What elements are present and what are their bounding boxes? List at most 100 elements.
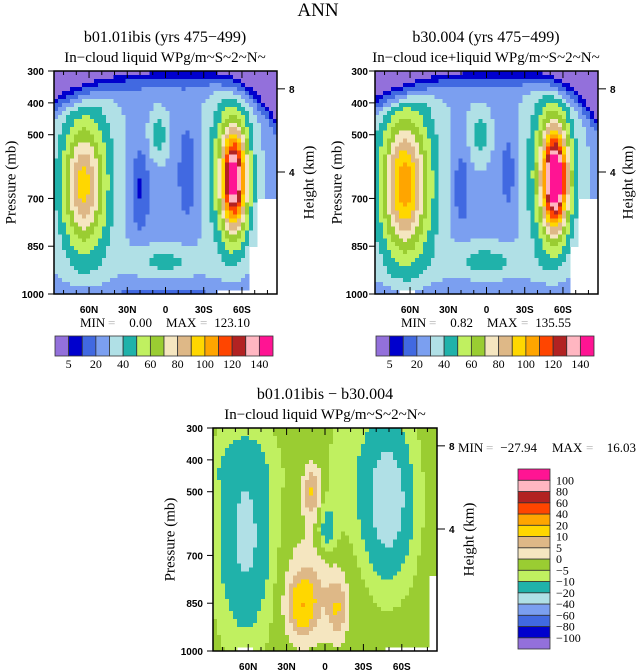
contour-cell: [173, 266, 179, 271]
contour-cell: [390, 138, 396, 144]
contour-cell: [410, 98, 416, 104]
contour-cell: [506, 71, 511, 76]
contour-cell: [382, 290, 388, 295]
contour-cell: [149, 86, 155, 92]
contour-cell: [410, 106, 416, 112]
contour-cell: [410, 90, 416, 96]
contour-cell: [458, 250, 464, 255]
contour-cell: [454, 238, 460, 243]
contour-cell: [85, 182, 91, 188]
contour-cell: [261, 118, 266, 124]
contour-cell: [386, 198, 392, 204]
contour-cell: [161, 166, 167, 172]
panel-subtitle: In−cloud liquid WPg/m~S~2~N~: [64, 50, 265, 66]
contour-cell: [201, 122, 206, 128]
contour-cell: [113, 114, 119, 120]
contour-cell: [217, 146, 222, 152]
contour-cell: [382, 198, 388, 204]
contour-cell: [197, 166, 202, 172]
contour-cell: [241, 242, 246, 247]
contour-cell: [133, 246, 139, 251]
contour-cell: [205, 86, 210, 92]
contour-cell: [77, 210, 83, 215]
contour-cell: [462, 282, 468, 287]
contour-cell: [474, 86, 480, 92]
contour-cell: [113, 214, 119, 219]
contour-cell: [406, 114, 412, 120]
contour-cell: [454, 78, 460, 84]
contour-cell: [245, 230, 250, 235]
contour-cell: [390, 258, 396, 263]
contour-cell: [470, 182, 476, 188]
contour-cell: [149, 238, 155, 243]
contour-cell: [69, 214, 75, 219]
contour-cell: [141, 142, 147, 148]
contour-cell: [494, 190, 500, 196]
contour-cell: [54, 262, 59, 267]
contour-cell: [129, 238, 135, 243]
contour-cell: [474, 158, 480, 164]
contour-cell: [77, 78, 83, 84]
contour-cell: [438, 98, 444, 104]
contour-cell: [398, 130, 404, 136]
contour-cell: [149, 190, 155, 196]
contour-cell: [442, 178, 448, 184]
contour-cell: [133, 290, 139, 295]
contour-cell: [454, 166, 460, 172]
contour-cell: [458, 254, 464, 259]
contour-cell: [213, 250, 218, 255]
contour-cell: [253, 202, 258, 207]
contour-cell: [137, 138, 143, 144]
contour-cell: [185, 206, 190, 211]
contour-cell: [89, 146, 95, 152]
contour-cell: [498, 222, 504, 227]
contour-cell: [494, 71, 500, 76]
contour-cell: [494, 102, 500, 108]
contour-cell: [201, 90, 206, 96]
contour-cell: [386, 94, 392, 100]
contour-cell: [498, 142, 504, 148]
contour-cell: [97, 266, 103, 271]
contour-cell: [213, 118, 218, 124]
contour-cell: [221, 71, 226, 76]
contour-cell: [225, 214, 230, 219]
contour-cell: [225, 158, 230, 164]
contour-cell: [205, 186, 210, 192]
contour-cell: [121, 110, 127, 116]
contour-cell: [265, 134, 270, 140]
contour-cell: [454, 274, 460, 279]
contour-cell: [205, 290, 210, 295]
contour-cell: [77, 214, 83, 219]
contour-cell: [105, 146, 111, 152]
contour-cell: [225, 242, 230, 247]
contour-cell: [241, 150, 246, 156]
contour-cell: [273, 154, 278, 160]
contour-cell: [398, 270, 404, 275]
contour-cell: [430, 234, 436, 239]
contour-cell: [217, 90, 222, 96]
contour-cell: [213, 98, 218, 104]
contour-cell: [470, 186, 476, 192]
contour-cell: [386, 122, 392, 128]
contour-cell: [486, 230, 492, 235]
contour-cell: [93, 210, 99, 215]
contour-cell: [97, 138, 103, 144]
contour-cell: [165, 174, 171, 180]
contour-cell: [117, 242, 123, 247]
contour-cell: [201, 198, 206, 204]
contour-cell: [61, 118, 67, 124]
contour-cell: [85, 202, 91, 207]
contour-cell: [490, 198, 496, 204]
contour-cell: [482, 122, 488, 128]
contour-cell: [414, 110, 420, 116]
contour-cell: [261, 182, 266, 188]
contour-cell: [97, 226, 103, 231]
contour-cell: [502, 106, 508, 112]
contour-cell: [89, 126, 95, 132]
contour-cell: [221, 190, 226, 196]
contour-cell: [113, 162, 119, 168]
contour-cell: [109, 238, 115, 243]
contour-cell: [153, 170, 159, 176]
contour-cell: [69, 242, 75, 247]
contour-cell: [54, 198, 59, 204]
